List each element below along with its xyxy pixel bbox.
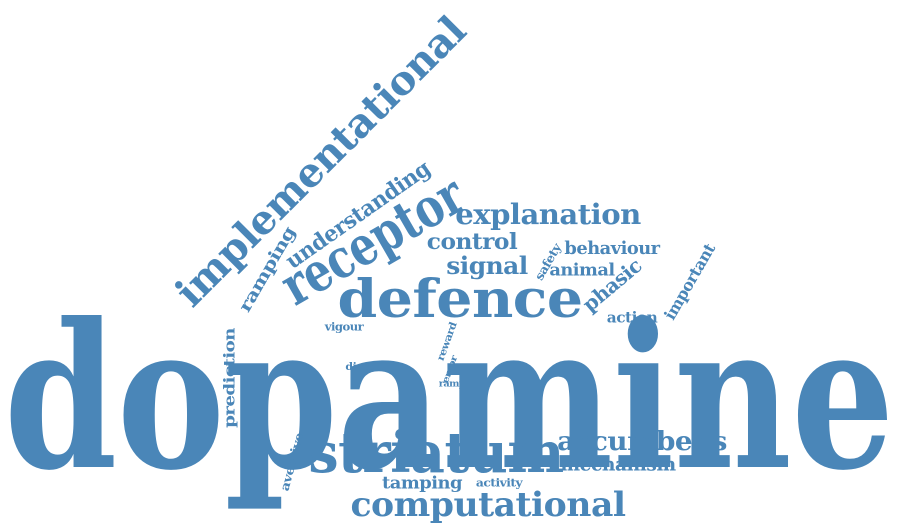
- word-direct: direct: [345, 362, 379, 373]
- word-accumbens: accumbens: [557, 427, 727, 457]
- word-action: action: [606, 308, 658, 327]
- word-vigour: vigour: [324, 320, 364, 334]
- word-prediction: prediction: [220, 328, 239, 428]
- word-ramp: ramp: [438, 379, 466, 390]
- word-computational: computational: [350, 485, 626, 525]
- word-animal: animal: [549, 260, 615, 281]
- word-tamping: tamping: [382, 473, 462, 494]
- word-control: control: [426, 229, 518, 255]
- word-signal: signal: [446, 251, 528, 280]
- word-striatum: striatum: [308, 420, 564, 486]
- word-activity: activity: [475, 476, 523, 490]
- word-behaviour: behaviour: [564, 238, 660, 259]
- word-defence: defence: [337, 269, 583, 330]
- word-dopamine: dopamine: [4, 280, 894, 515]
- word-mechanism: mechanism: [560, 453, 676, 476]
- word-explanation: explanation: [455, 198, 641, 231]
